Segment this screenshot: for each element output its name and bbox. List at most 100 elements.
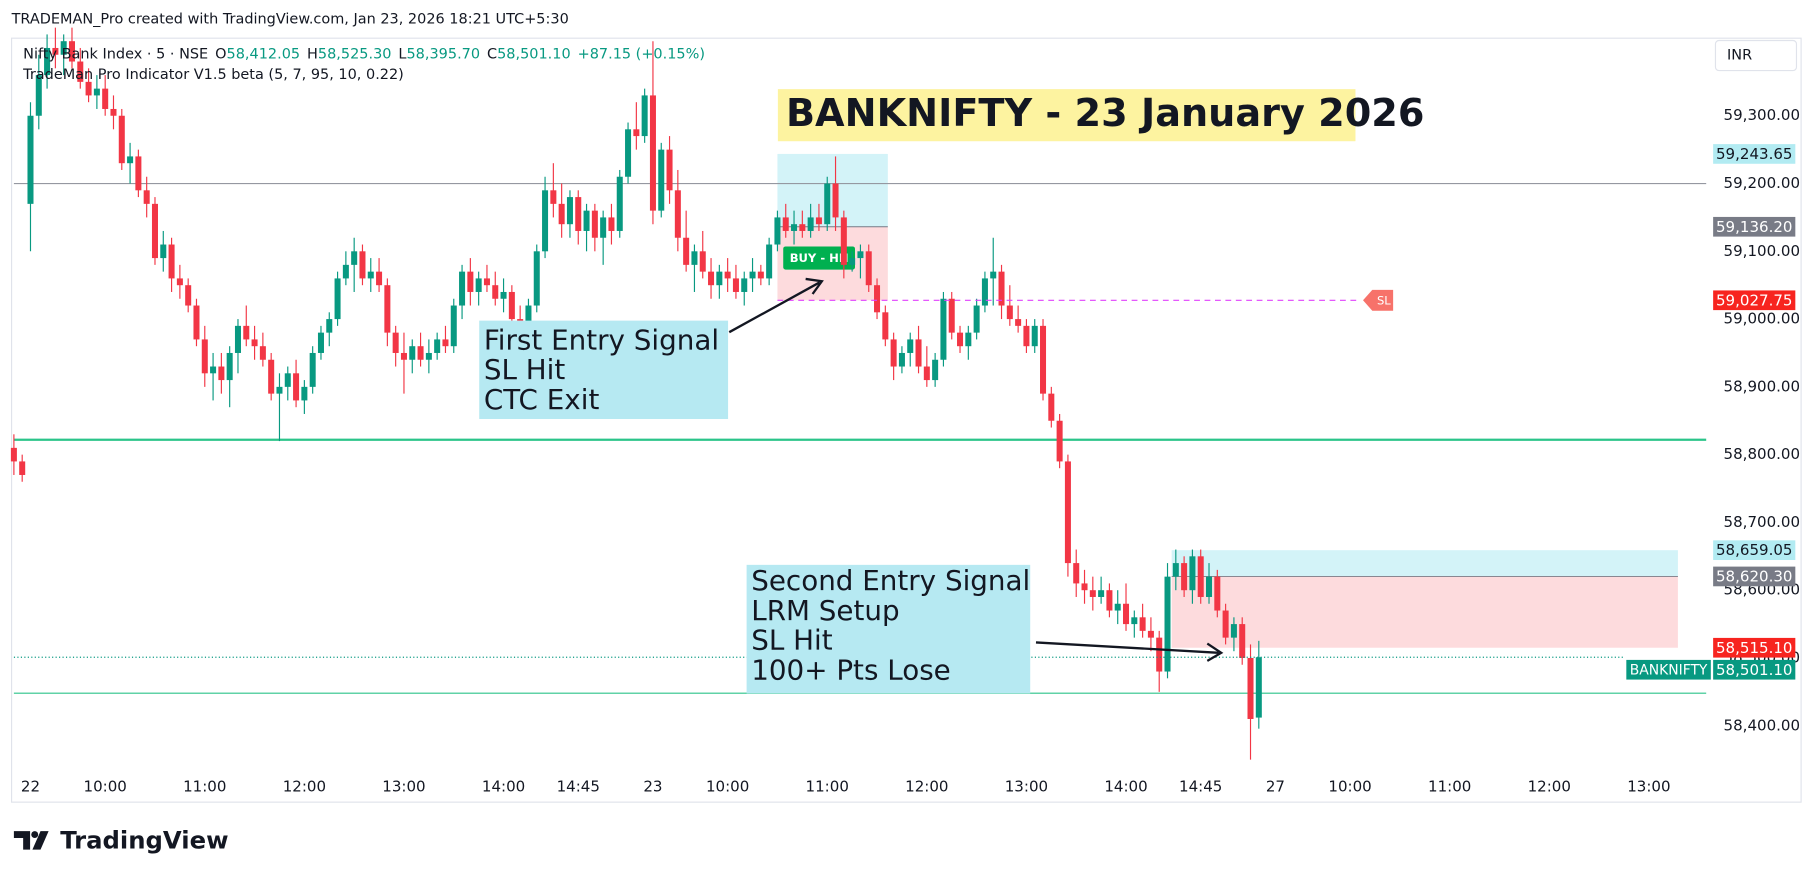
candle-body bbox=[309, 352, 316, 387]
candle-body bbox=[600, 217, 607, 238]
candle-body bbox=[749, 271, 756, 279]
candle-body bbox=[865, 251, 872, 286]
candle-body bbox=[1197, 556, 1204, 597]
legend-change: +87.15 (+0.15%) bbox=[578, 46, 705, 62]
candle-body bbox=[666, 149, 673, 191]
title-box bbox=[777, 89, 1356, 142]
candle-body bbox=[591, 210, 598, 238]
candle-body bbox=[757, 271, 764, 279]
candle-body bbox=[243, 325, 250, 340]
candle-body bbox=[400, 352, 407, 360]
candle-body bbox=[1247, 657, 1254, 719]
candle-body bbox=[923, 366, 930, 381]
brand-logo: TradingView bbox=[13, 825, 229, 854]
candle-body bbox=[558, 203, 565, 225]
candle-body bbox=[176, 278, 183, 286]
candle-body bbox=[168, 244, 175, 279]
candle-body bbox=[957, 332, 964, 347]
candle-body bbox=[990, 271, 997, 279]
y-tick-label: 59,000.00 bbox=[1724, 310, 1801, 328]
candle-body bbox=[27, 115, 34, 204]
candle-body bbox=[1073, 563, 1080, 584]
x-tick-label: 13:00 bbox=[382, 778, 425, 796]
candle-body bbox=[815, 217, 822, 225]
candle-body bbox=[774, 217, 781, 245]
candle-body bbox=[1189, 556, 1196, 591]
price-label: 59,027.75 bbox=[1716, 291, 1793, 309]
candle-body bbox=[641, 95, 648, 137]
legend-key: L bbox=[398, 46, 406, 62]
price-label: 59,243.65 bbox=[1716, 145, 1793, 163]
y-tick-label: 58,800.00 bbox=[1724, 445, 1801, 463]
candle-body bbox=[210, 366, 217, 374]
legend: Nifty Bank Index · 5 · NSE O58,412.05 H58,… bbox=[22, 46, 705, 83]
brand: TradingView bbox=[60, 825, 228, 854]
candle-body bbox=[359, 251, 366, 279]
candle-body bbox=[691, 251, 698, 265]
y-tick-label: 59,300.00 bbox=[1724, 106, 1801, 124]
x-tick-label: 10:00 bbox=[1328, 778, 1371, 796]
signal-tag bbox=[783, 246, 855, 270]
x-tick-label: 13:00 bbox=[1627, 778, 1670, 796]
annotation-line: LRM Setup bbox=[751, 594, 899, 627]
candle-body bbox=[699, 251, 706, 272]
y-tick-label: 58,900.00 bbox=[1724, 377, 1801, 395]
candle-body bbox=[849, 258, 856, 265]
legend-line: Nifty Bank Index · 5 · NSE O58,412.05 H58,… bbox=[23, 46, 705, 62]
annotation-line: 100+ Pts Lose bbox=[751, 653, 951, 686]
candle-body bbox=[118, 115, 125, 164]
x-tick-label: 27 bbox=[1266, 778, 1285, 796]
candle-body bbox=[890, 339, 897, 367]
candle-body bbox=[193, 305, 200, 340]
plot-area: BUY - HN SL bbox=[10, 27, 1707, 760]
candle-body bbox=[467, 271, 474, 292]
candle-body bbox=[384, 285, 391, 333]
price-label-box bbox=[1713, 659, 1796, 680]
candle-body bbox=[1131, 617, 1138, 625]
currency: INR bbox=[1727, 48, 1752, 64]
candle-body bbox=[616, 176, 623, 231]
candle-body bbox=[724, 271, 731, 279]
candle-body bbox=[658, 149, 665, 211]
candle-body bbox=[226, 352, 233, 381]
candle-body bbox=[708, 271, 715, 286]
candle-body bbox=[940, 298, 947, 360]
candle-body bbox=[1156, 637, 1163, 672]
candle-body bbox=[102, 88, 109, 109]
arrow-head bbox=[1206, 642, 1224, 662]
candle-body bbox=[1098, 590, 1105, 597]
candle-body bbox=[301, 386, 308, 401]
annotation-box bbox=[479, 320, 729, 420]
candle-body bbox=[293, 373, 300, 401]
candle-body bbox=[633, 129, 640, 137]
candle-body bbox=[1164, 576, 1171, 672]
legend-key: C bbox=[487, 46, 497, 62]
candle-body bbox=[981, 278, 988, 306]
candle-body bbox=[268, 359, 275, 394]
candle-body bbox=[1056, 420, 1063, 462]
candle-body bbox=[151, 203, 158, 259]
price-label: 58,620.30 bbox=[1716, 568, 1793, 586]
x-tick-label: 22 bbox=[21, 778, 40, 796]
arrow bbox=[1035, 641, 1219, 654]
legend-value: 58,525.30 bbox=[318, 46, 392, 62]
price-label: 59,136.20 bbox=[1716, 218, 1793, 236]
candle-body bbox=[1172, 563, 1179, 577]
candle-body bbox=[782, 217, 789, 231]
candle-body bbox=[1031, 325, 1038, 347]
candle-body bbox=[1114, 603, 1121, 611]
candle-body bbox=[127, 156, 134, 164]
candle-body bbox=[1064, 461, 1071, 564]
x-tick-label: 11:00 bbox=[1428, 778, 1471, 796]
price-label: 58,501.10 bbox=[1716, 661, 1793, 679]
candle-body bbox=[85, 81, 92, 96]
candle-body bbox=[948, 298, 955, 333]
candle-body bbox=[425, 352, 432, 360]
candle-body bbox=[376, 271, 383, 286]
candle-body bbox=[625, 129, 632, 177]
x-tick-label: 14:00 bbox=[1104, 778, 1147, 796]
candle-body bbox=[766, 244, 773, 279]
candle-body bbox=[417, 346, 424, 360]
legend-value: 58,412.05 bbox=[227, 46, 301, 62]
x-tick-label: 12:00 bbox=[283, 778, 326, 796]
